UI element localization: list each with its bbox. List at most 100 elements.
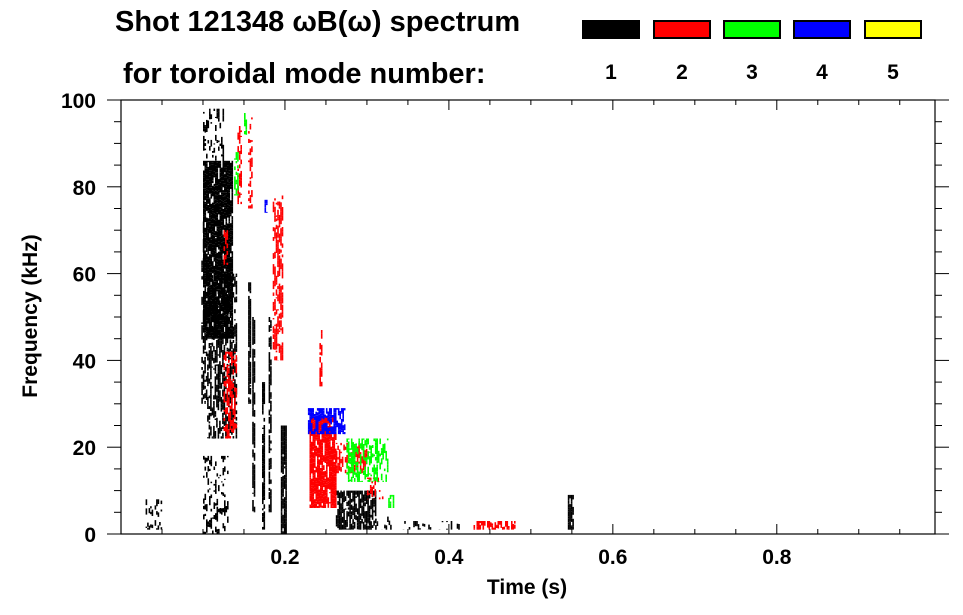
- spectrum-mark-mode-2: [272, 327, 275, 334]
- spectrum-mark-mode-1: [285, 518, 287, 522]
- spectrum-mark-mode-1: [219, 321, 221, 327]
- spectrum-mark-mode-3: [234, 158, 236, 160]
- spectrum-mark-mode-1: [222, 277, 225, 281]
- spectrum-mark-mode-2: [329, 477, 331, 479]
- spectrum-mark-mode-2: [277, 225, 279, 230]
- spectrum-mark-mode-3: [361, 446, 363, 448]
- spectrum-mark-mode-1: [210, 187, 213, 194]
- spectrum-mark-mode-2: [314, 422, 316, 430]
- spectrum-mark-mode-2: [278, 325, 281, 330]
- spectrum-mark-mode-3: [380, 458, 383, 465]
- spectrum-mark-mode-1: [225, 325, 227, 332]
- spectrum-mark-mode-2: [228, 376, 230, 381]
- spectrum-mark-mode-2: [329, 473, 331, 477]
- spectrum-mark-mode-1: [213, 199, 216, 201]
- spectrum-mark-mode-1: [157, 525, 160, 530]
- spectrum-mark-mode-2: [320, 484, 322, 488]
- spectrum-mark-mode-1: [202, 226, 205, 233]
- spectrum-mark-mode-1: [204, 207, 207, 210]
- legend-swatch-mode-5: [864, 20, 922, 39]
- spectrum-mark-mode-2: [323, 471, 325, 476]
- spectrum-mark-mode-1: [219, 236, 222, 240]
- spectrum-mark-mode-1: [210, 345, 212, 352]
- spectrum-mark-mode-1: [209, 335, 211, 338]
- spectrum-mark-mode-1: [220, 304, 223, 309]
- spectrum-mark-mode-1: [224, 261, 226, 269]
- spectrum-mark-mode-1: [225, 194, 228, 200]
- spectrum-mark-mode-1: [204, 273, 207, 276]
- spectrum-mark-mode-1: [252, 465, 254, 470]
- spectrum-mark-mode-3: [347, 447, 350, 449]
- spectrum-mark-mode-1: [338, 515, 341, 523]
- spectrum-mark-mode-1: [270, 344, 272, 347]
- spectrum-mark-mode-1: [227, 239, 229, 245]
- spectrum-mark-mode-1: [268, 357, 271, 364]
- spectrum-mark-mode-2: [321, 450, 324, 453]
- spectrum-mark-mode-1: [225, 221, 228, 226]
- spectrum-mark-mode-1: [207, 455, 210, 461]
- spectrum-mark-mode-1: [222, 203, 225, 208]
- spectrum-mark-mode-1: [209, 161, 211, 166]
- spectrum-mark-mode-2: [332, 494, 334, 499]
- spectrum-mark-mode-1: [213, 191, 216, 195]
- spectrum-mark-mode-1: [221, 332, 223, 334]
- spectrum-mark-mode-2: [312, 428, 315, 432]
- spectrum-mark-mode-1: [263, 489, 266, 497]
- spectrum-mark-mode-2: [358, 448, 360, 453]
- spectrum-mark-mode-2: [309, 469, 312, 476]
- spectrum-mark-mode-1: [249, 300, 252, 307]
- spectrum-mark-mode-2: [321, 442, 324, 446]
- spectrum-mark-mode-1: [206, 166, 208, 169]
- spectrum-mark-mode-2: [479, 524, 482, 530]
- spectrum-mark-mode-1: [210, 294, 213, 298]
- spectrum-mark-mode-2: [274, 324, 276, 326]
- spectrum-mark-mode-1: [204, 302, 207, 308]
- spectrum-mark-mode-1: [234, 348, 236, 355]
- spectrum-mark-mode-2: [238, 179, 241, 186]
- spectrum-mark-mode-1: [364, 496, 366, 502]
- spectrum-mark-mode-4: [324, 422, 326, 428]
- spectrum-mark-mode-2: [323, 490, 325, 497]
- spectrum-mark-mode-2: [249, 166, 252, 172]
- spectrum-mark-mode-1: [212, 208, 214, 211]
- spectrum-mark-mode-1: [253, 459, 256, 461]
- spectrum-mark-mode-1: [203, 294, 205, 297]
- spectrum-mark-mode-2: [499, 521, 501, 525]
- spectrum-mark-mode-3: [347, 473, 350, 480]
- spectrum-mark-mode-2: [321, 437, 324, 439]
- spectrum-mark-mode-1: [208, 298, 211, 303]
- spectrum-mark-mode-2: [226, 262, 229, 265]
- y-tick-label: 40: [73, 350, 96, 373]
- spectrum-mark-mode-2: [280, 328, 282, 331]
- spectrum-mark-mode-2: [372, 485, 375, 489]
- spectrum-mark-mode-1: [229, 273, 232, 279]
- spectrum-mark-mode-3: [358, 440, 360, 446]
- spectrum-mark-mode-3: [350, 457, 353, 463]
- spectrum-mark-mode-1: [229, 339, 232, 341]
- spectrum-mark-mode-1: [224, 200, 226, 203]
- spectrum-mark-mode-2: [280, 207, 282, 212]
- spectrum-mark-mode-1: [222, 399, 224, 405]
- spectrum-mark-mode-1: [214, 315, 217, 319]
- spectrum-mark-mode-4: [334, 425, 337, 432]
- spectrum-mark-mode-1: [210, 399, 212, 406]
- spectrum-mark-mode-1: [207, 478, 210, 483]
- spectrum-mark-mode-1: [231, 409, 233, 412]
- spectrum-mark-mode-2: [240, 177, 242, 181]
- spectrum-mark-mode-1: [206, 315, 208, 321]
- spectrum-mark-mode-1: [201, 331, 203, 337]
- spectrum-mark-mode-1: [268, 344, 271, 347]
- spectrum-mark-mode-1: [228, 352, 230, 357]
- spectrum-mark-mode-2: [326, 453, 328, 456]
- spectrum-mark-mode-2: [231, 351, 233, 357]
- spectrum-mark-mode-2: [281, 243, 284, 248]
- spectrum-mark-mode-1: [270, 362, 272, 366]
- spectrum-mark-mode-1: [225, 192, 228, 195]
- spectrum-mark-mode-2: [277, 230, 279, 235]
- spectrum-mark-mode-1: [210, 254, 213, 258]
- spectrum-mark-mode-2: [320, 470, 322, 477]
- spectrum-mark-mode-3: [377, 450, 380, 457]
- spectrum-mark-mode-1: [218, 226, 220, 230]
- spectrum-mark-mode-2: [278, 286, 281, 290]
- spectrum-mark-mode-4: [310, 424, 313, 431]
